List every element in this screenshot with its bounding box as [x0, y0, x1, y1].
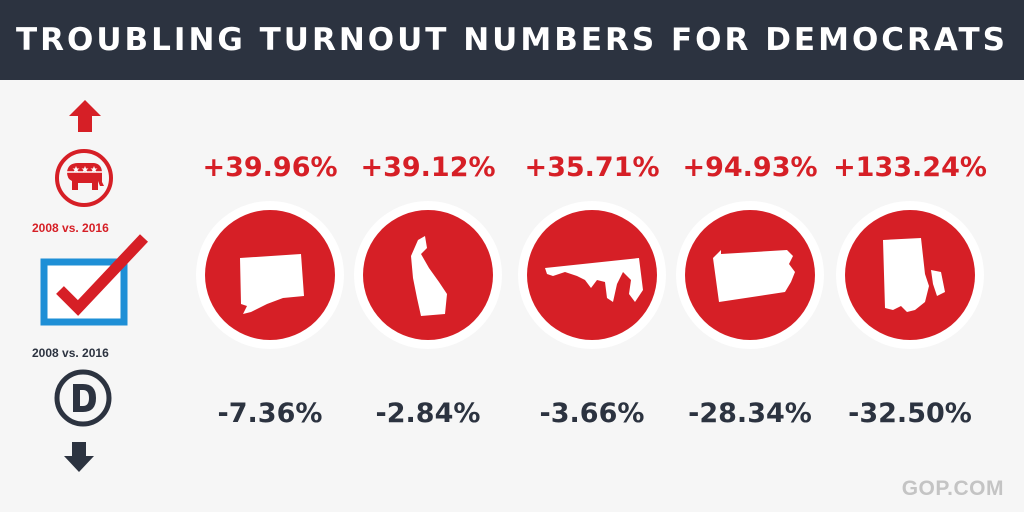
header-bar: TROUBLING TURNOUT NUMBERS FOR DEMOCRATS [0, 0, 1024, 80]
state-column-maryland: +35.71% -3.66% [512, 80, 672, 512]
state-column-pennsylvania: +94.93% -28.34% [670, 80, 830, 512]
loss-value: -2.84% [375, 398, 481, 429]
gain-value: +39.96% [202, 152, 338, 183]
state-circle [845, 210, 975, 340]
gain-value: +94.93% [682, 152, 818, 183]
rhode-island-shape-icon [883, 238, 945, 312]
democrat-d-icon [54, 369, 112, 427]
state-circle [205, 210, 335, 340]
arrow-down-icon [64, 442, 94, 472]
delaware-shape-icon [411, 236, 447, 316]
maryland-shape-icon [545, 258, 643, 302]
loss-value: -7.36% [217, 398, 323, 429]
legend: 2008 vs. 2016 2008 vs. 2016 [0, 80, 170, 512]
state-column-rhode-island: +133.24% -32.50% [830, 80, 990, 512]
state-circle [527, 210, 657, 340]
state-circle [685, 210, 815, 340]
dem-comparison-label: 2008 vs. 2016 [32, 346, 109, 360]
gain-value: +39.12% [360, 152, 496, 183]
loss-value: -32.50% [848, 398, 972, 429]
connecticut-shape-icon [240, 254, 304, 314]
page-title: TROUBLING TURNOUT NUMBERS FOR DEMOCRATS [16, 22, 1008, 58]
republican-elephant-icon [55, 149, 113, 207]
state-column-connecticut: +39.96% -7.36% [190, 80, 350, 512]
state-column-delaware: +39.12% -2.84% [348, 80, 508, 512]
rep-comparison-label: 2008 vs. 2016 [32, 221, 109, 235]
gain-value: +133.24% [833, 152, 987, 183]
loss-value: -3.66% [539, 398, 645, 429]
loss-value: -28.34% [688, 398, 812, 429]
arrow-up-icon [69, 100, 101, 132]
ballot-check-icon [40, 234, 149, 326]
gop-watermark: GOP.COM [901, 477, 1004, 500]
gain-value: +35.71% [524, 152, 660, 183]
pennsylvania-shape-icon [713, 250, 795, 302]
state-circle [363, 210, 493, 340]
